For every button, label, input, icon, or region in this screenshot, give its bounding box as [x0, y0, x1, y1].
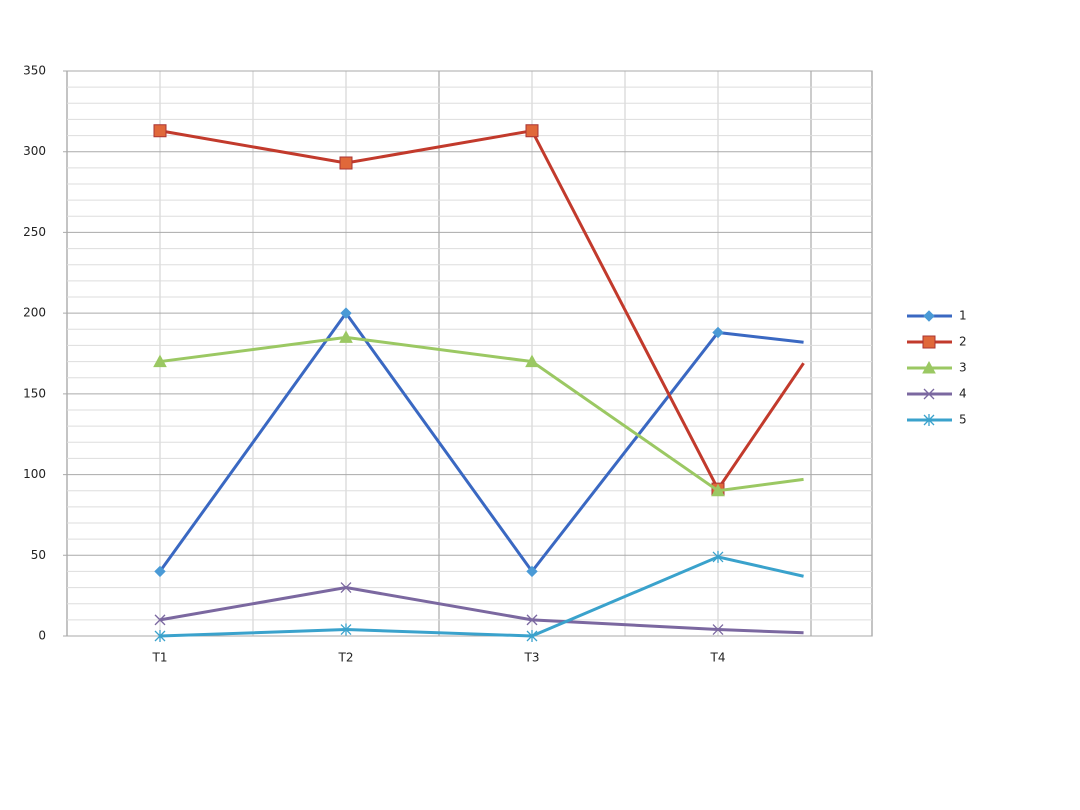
- point: [339, 156, 353, 170]
- point: [711, 483, 725, 497]
- y-tick-label: 250: [23, 225, 46, 239]
- legend-marker: [923, 310, 935, 322]
- point: [153, 354, 167, 368]
- y-tick-label: 150: [23, 386, 46, 400]
- point: [340, 623, 352, 636]
- point: [154, 630, 166, 642]
- legend-label: 4: [959, 387, 967, 401]
- legend-label: 5: [959, 413, 967, 427]
- point: [339, 330, 353, 343]
- legend-marker: [923, 414, 935, 426]
- point: [712, 624, 724, 636]
- legend-marker: [922, 335, 936, 349]
- series-line: [159, 555, 804, 638]
- x-tick-label: T2: [338, 651, 354, 665]
- point: [154, 614, 166, 626]
- point: [525, 124, 539, 138]
- y-tick-label: 300: [23, 144, 46, 158]
- legend-marker: [923, 388, 935, 400]
- point: [526, 614, 538, 626]
- legend-marker: [922, 360, 936, 374]
- point: [526, 565, 538, 578]
- y-tick-label: 350: [23, 64, 46, 78]
- point: [340, 307, 352, 319]
- y-tick-label: 0: [38, 629, 46, 643]
- point: [340, 582, 352, 594]
- point: [153, 124, 167, 138]
- x-tick-label: T4: [710, 651, 726, 665]
- legend-label: 1: [959, 309, 967, 323]
- y-tick-label: 100: [23, 467, 46, 481]
- x-tick-label: T3: [524, 651, 540, 665]
- y-tick-label: 50: [31, 548, 46, 562]
- point: [712, 550, 724, 563]
- legend-label: 2: [959, 335, 967, 349]
- point: [712, 326, 724, 339]
- y-tick-label: 200: [23, 306, 46, 320]
- point: [525, 354, 539, 368]
- x-tick-label: T1: [152, 651, 168, 665]
- point: [154, 565, 166, 578]
- series-line: [159, 586, 804, 635]
- legend-label: 3: [959, 361, 967, 375]
- point: [526, 630, 538, 642]
